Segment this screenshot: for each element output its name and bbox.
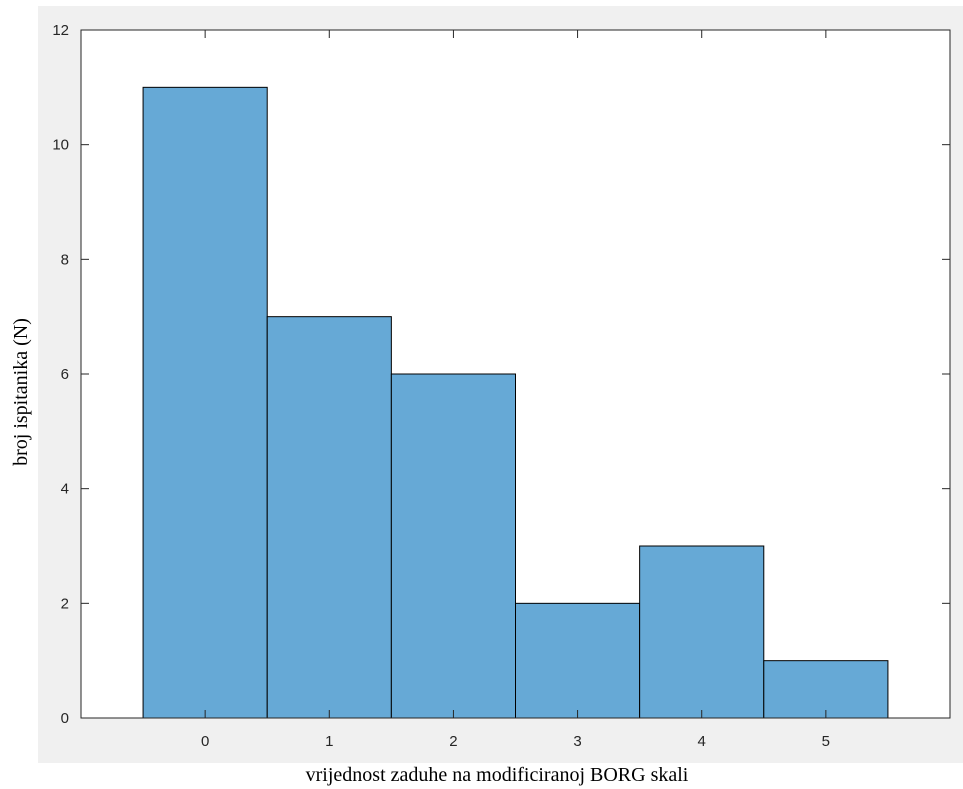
bars-layer	[142, 86, 889, 719]
bar-3	[515, 602, 641, 719]
y-tick-label-8: 8	[61, 251, 69, 268]
bar-2	[390, 373, 517, 719]
x-tick-label-5: 5	[822, 733, 830, 750]
y-tick-label-0: 0	[61, 710, 69, 727]
x-tick-label-1: 1	[325, 733, 333, 750]
y-tick-label-10: 10	[52, 137, 69, 154]
x-tick-label-4: 4	[698, 733, 706, 750]
x-axis-title: vrijednost zaduhe na modificiranoj BORG …	[306, 764, 689, 786]
y-axis-title: broj ispitanika (N)	[10, 318, 32, 466]
x-tick-label-2: 2	[449, 733, 457, 750]
y-tick-label-6: 6	[61, 366, 69, 383]
bar-1	[266, 316, 392, 719]
x-tick-label-0: 0	[201, 733, 209, 750]
y-tick-label-12: 12	[52, 22, 69, 39]
bar-5	[763, 660, 889, 719]
y-tick-label-4: 4	[61, 481, 69, 498]
x-tick-label-3: 3	[573, 733, 581, 750]
bar-4	[639, 545, 765, 719]
y-tick-label-2: 2	[61, 595, 69, 612]
bar-0	[142, 86, 268, 719]
